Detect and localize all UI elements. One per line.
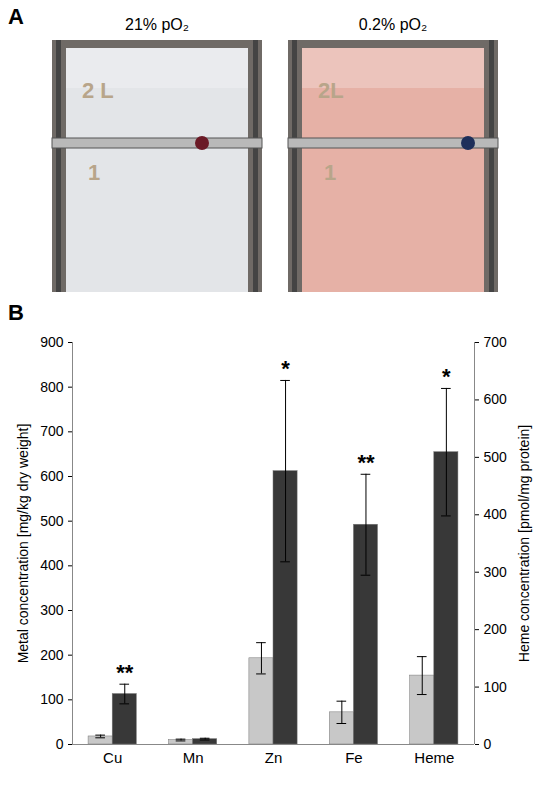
svg-text:700: 700	[484, 334, 508, 350]
svg-text:100: 100	[484, 679, 508, 695]
svg-text:0: 0	[56, 736, 64, 752]
svg-text:200: 200	[484, 621, 508, 637]
svg-text:Fe: Fe	[345, 749, 363, 766]
svg-text:2 L: 2 L	[82, 78, 114, 103]
svg-text:1: 1	[88, 160, 100, 185]
svg-text:*: *	[281, 356, 290, 381]
svg-text:0: 0	[484, 736, 492, 752]
svg-text:0.2% pO₂: 0.2% pO₂	[359, 16, 427, 33]
svg-text:**: **	[116, 660, 134, 685]
svg-text:300: 300	[40, 602, 64, 618]
svg-text:A: A	[8, 4, 24, 29]
svg-text:2L: 2L	[318, 78, 344, 103]
svg-text:Cu: Cu	[103, 749, 122, 766]
svg-text:*: *	[442, 364, 451, 389]
svg-text:**: **	[357, 450, 375, 475]
svg-text:600: 600	[40, 468, 64, 484]
svg-text:Mn: Mn	[183, 749, 204, 766]
svg-text:500: 500	[40, 513, 64, 529]
svg-text:400: 400	[484, 506, 508, 522]
html-text:B: B	[8, 300, 24, 325]
svg-text:21% pO₂: 21% pO₂	[125, 16, 189, 33]
svg-text:Zn: Zn	[265, 749, 283, 766]
svg-text:Heme concentration [pmol/mg pr: Heme concentration [pmol/mg protein]	[516, 425, 532, 662]
svg-text:200: 200	[40, 647, 64, 663]
svg-text:300: 300	[484, 564, 508, 580]
svg-text:700: 700	[40, 423, 64, 439]
svg-text:400: 400	[40, 557, 64, 573]
svg-text:100: 100	[40, 691, 64, 707]
svg-text:Metal concentration [mg/kg dry: Metal concentration [mg/kg dry weight]	[15, 424, 31, 664]
svg-text:Heme: Heme	[414, 749, 454, 766]
svg-text:1: 1	[324, 160, 336, 185]
svg-text:900: 900	[40, 334, 64, 350]
svg-text:800: 800	[40, 379, 64, 395]
svg-text:500: 500	[484, 449, 508, 465]
svg-text:600: 600	[484, 391, 508, 407]
